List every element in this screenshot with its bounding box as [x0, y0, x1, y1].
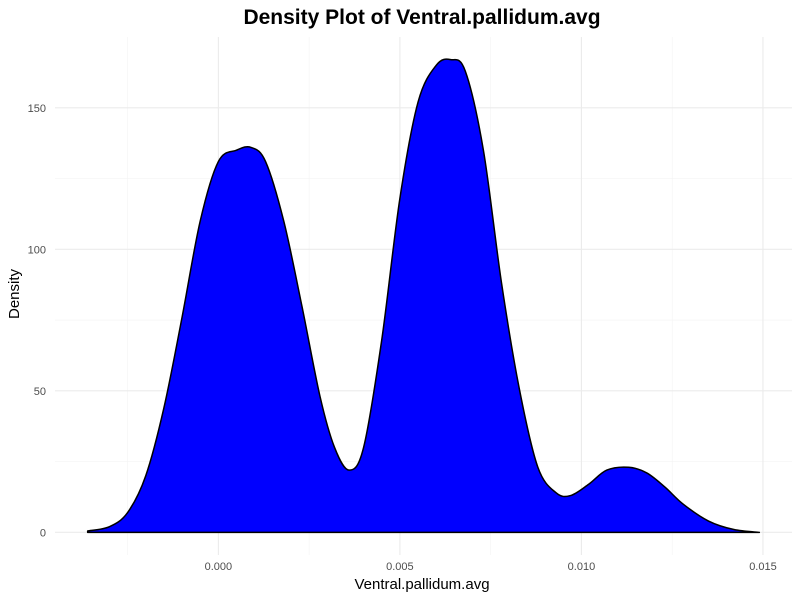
x-tick-label: 0.015: [749, 561, 777, 573]
y-tick-label: 50: [34, 386, 46, 398]
x-tick-label: 0.000: [205, 561, 233, 573]
density-area: [86, 58, 761, 534]
chart-title: Density Plot of Ventral.pallidum.avg: [243, 6, 600, 29]
y-tick-label: 0: [40, 527, 46, 539]
y-axis-label: Density: [6, 268, 23, 319]
y-tick-label: 150: [28, 103, 46, 115]
x-axis-ticks: 0.000 0.005 0.010 0.015: [205, 561, 777, 573]
y-axis-ticks: 0 50 100 150: [28, 103, 46, 540]
x-tick-label: 0.010: [568, 561, 596, 573]
x-axis-label: Ventral.pallidum.avg: [354, 576, 489, 593]
y-tick-label: 100: [28, 244, 46, 256]
density-curve-layer: [86, 58, 761, 534]
x-tick-label: 0.005: [386, 561, 414, 573]
